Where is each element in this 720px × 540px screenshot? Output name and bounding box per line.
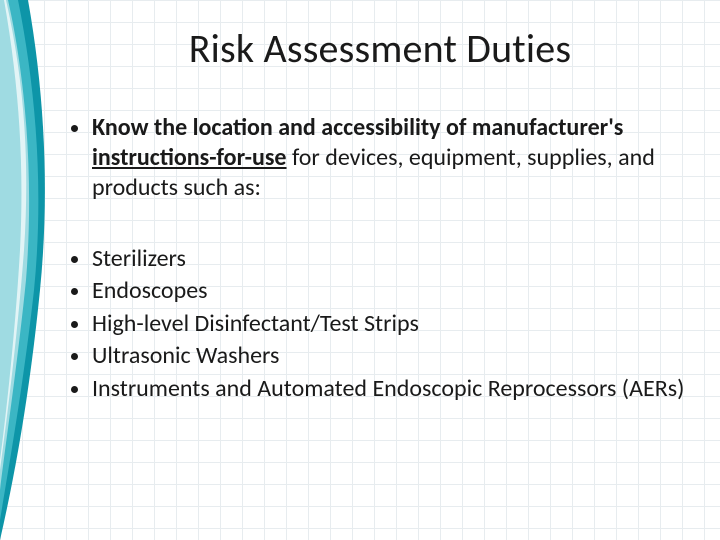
intro-bullet: Know the location and accessibility of m… [92, 113, 700, 203]
item-list: Sterilizers Endoscopes High-level Disinf… [78, 243, 700, 405]
swoosh-decoration [0, 0, 56, 540]
list-item: Ultrasonic Washers [92, 340, 700, 372]
list-item: Endoscopes [92, 275, 700, 307]
list-item: Instruments and Automated Endoscopic Rep… [92, 373, 700, 405]
list-item: Sterilizers [92, 243, 700, 275]
intro-list: Know the location and accessibility of m… [78, 113, 700, 203]
slide-content: Risk Assessment Duties Know the location… [60, 24, 700, 520]
intro-bold: Know the location and accessibility of m… [92, 113, 623, 142]
intro-underline: instructions-for-use [92, 143, 287, 172]
slide-title: Risk Assessment Duties [60, 24, 700, 73]
list-item: High-level Disinfectant/Test Strips [92, 308, 700, 340]
